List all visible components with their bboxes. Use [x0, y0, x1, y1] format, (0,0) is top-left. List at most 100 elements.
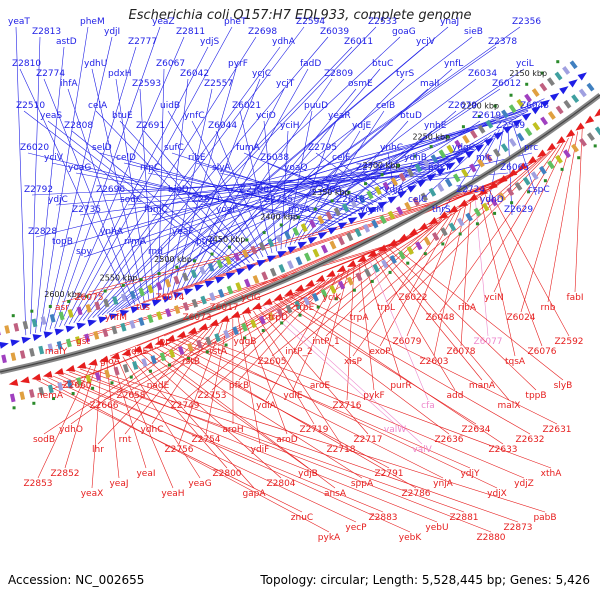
gc-marker [560, 167, 564, 171]
forward-gene-label: fumC [144, 205, 168, 215]
gc-marker [429, 145, 433, 149]
forward-strand-cds-mark [512, 119, 523, 128]
forward-strand-features-mark [129, 290, 137, 300]
forward-gene-label: ynaJ [440, 17, 459, 27]
forward-gene-label: Z2629 [504, 205, 533, 215]
reverse-gene-label: rstB [182, 357, 200, 367]
reverse-gene-line [263, 306, 396, 425]
reverse-gene-label: ynjA [433, 479, 454, 489]
gc-marker [493, 104, 497, 108]
reverse-gene-label: Z6077 [473, 337, 502, 347]
forward-gene-line [91, 68, 145, 302]
reverse-gene-label: Z2605 [257, 357, 286, 367]
reverse-gene-line [253, 310, 342, 445]
forward-inner-features-mark [461, 168, 469, 178]
tick-label: 2550 kbp [100, 274, 138, 283]
reverse-gene-label: ydhC [140, 425, 163, 435]
reverse-strand-cds-mark [537, 149, 547, 158]
reverse-gene-label: fabI [566, 293, 583, 303]
forward-inner-features-mark [235, 282, 243, 291]
forward-strand-cds-mark [194, 284, 204, 292]
forward-gene-label: sieB [464, 27, 483, 37]
forward-gene-label: yoaM [360, 205, 384, 215]
forward-inner-features-mark [38, 345, 45, 355]
reverse-strand-features-mark [28, 389, 35, 398]
forward-inner-features-mark [508, 137, 517, 147]
forward-gene-label: Z2755 [264, 195, 293, 205]
forward-strand-features-mark [138, 287, 145, 297]
forward-strand-cds-mark [76, 322, 87, 330]
forward-strand-features-mark [477, 124, 486, 134]
forward-gene-label: celB [376, 101, 395, 111]
reverse-gene-label: Z2791 [374, 469, 403, 479]
forward-gene-line [367, 140, 484, 216]
forward-gene-line [15, 26, 27, 336]
gc-marker [334, 297, 338, 301]
forward-gene-label: ydhD [480, 195, 504, 205]
forward-gene-line [217, 78, 477, 276]
forward-gene-line [87, 36, 329, 320]
gc-marker [227, 245, 231, 249]
forward-strand-cds-mark [204, 280, 215, 288]
forward-gene-line [54, 26, 161, 329]
reverse-strand-features-mark [267, 311, 275, 321]
gc-marker [139, 278, 143, 282]
forward-strand-features-mark [350, 198, 358, 208]
reverse-gene-line [574, 128, 583, 293]
reverse-gene-label: Z2853 [23, 479, 52, 489]
reverse-strand-features-mark [223, 329, 230, 339]
forward-gene-label: btuD [400, 111, 422, 121]
reverse-strand-features-mark [547, 160, 555, 170]
reverse-strand-cds-mark [488, 181, 498, 190]
reverse-strand-features-mark [423, 236, 431, 246]
gc-marker [85, 294, 89, 298]
gc-marker [129, 375, 133, 379]
reverse-gene-label: Z2883 [368, 513, 397, 523]
forward-gene-label: yeaR [328, 111, 351, 121]
forward-gene-label: Z2871 [192, 195, 221, 205]
reverse-gene-label: Z6017 [209, 303, 238, 313]
reverse-strand-features [9, 126, 600, 403]
reverse-gene-line [547, 131, 578, 303]
forward-gene-line [71, 130, 241, 267]
forward-inner-features-mark [56, 340, 63, 350]
reverse-strand-features-mark [294, 300, 302, 310]
forward-strand-features-mark [524, 93, 532, 103]
forward-gene-line [139, 88, 154, 299]
reverse-gene-label: trpE [296, 303, 315, 313]
forward-gene-label: fumA [236, 143, 261, 153]
forward-gene-label: slyA [212, 163, 232, 173]
forward-gene-line [35, 46, 65, 333]
forward-gene-label: ynhC [380, 143, 403, 153]
reverse-gene-label: nadE [147, 381, 170, 391]
forward-gene-label: rrmA [124, 237, 147, 247]
reverse-strand-cds [8, 108, 600, 386]
forward-strand-cds-mark [225, 272, 236, 280]
reverse-gene-line [170, 341, 444, 479]
reverse-gene-label: Z2632 [515, 435, 544, 445]
reverse-gene-line [74, 370, 492, 533]
forward-inner-features-mark [165, 308, 172, 318]
forward-strand-features-mark [454, 139, 462, 149]
reverse-strand-cds-mark [468, 193, 478, 202]
forward-gene-line [43, 78, 136, 305]
reverse-gene-label: gapA [242, 489, 266, 499]
reverse-gene-line [205, 320, 228, 435]
reverse-strand-cds-mark [507, 168, 518, 177]
forward-strand-cds-mark [540, 99, 551, 108]
forward-gene-label: Z6012 [492, 79, 521, 89]
forward-inner-features-mark [10, 352, 17, 362]
reverse-strand-cds-mark [121, 349, 132, 356]
genome-bands [0, 60, 600, 410]
forward-gene-label: Z6038 [260, 153, 289, 163]
reverse-gene-label: ydhE [126, 347, 149, 357]
forward-gene-line [107, 109, 529, 238]
forward-strand-cds-mark [266, 255, 277, 263]
forward-gene-label: celF [332, 153, 350, 163]
reverse-gene-line [244, 224, 433, 337]
reverse-gene-label: ydjB [298, 469, 318, 479]
reverse-strand-features-mark [232, 326, 239, 336]
forward-gene-label: ynfC [184, 111, 204, 121]
forward-gene-line [307, 130, 433, 238]
reverse-gene-line [149, 348, 336, 489]
